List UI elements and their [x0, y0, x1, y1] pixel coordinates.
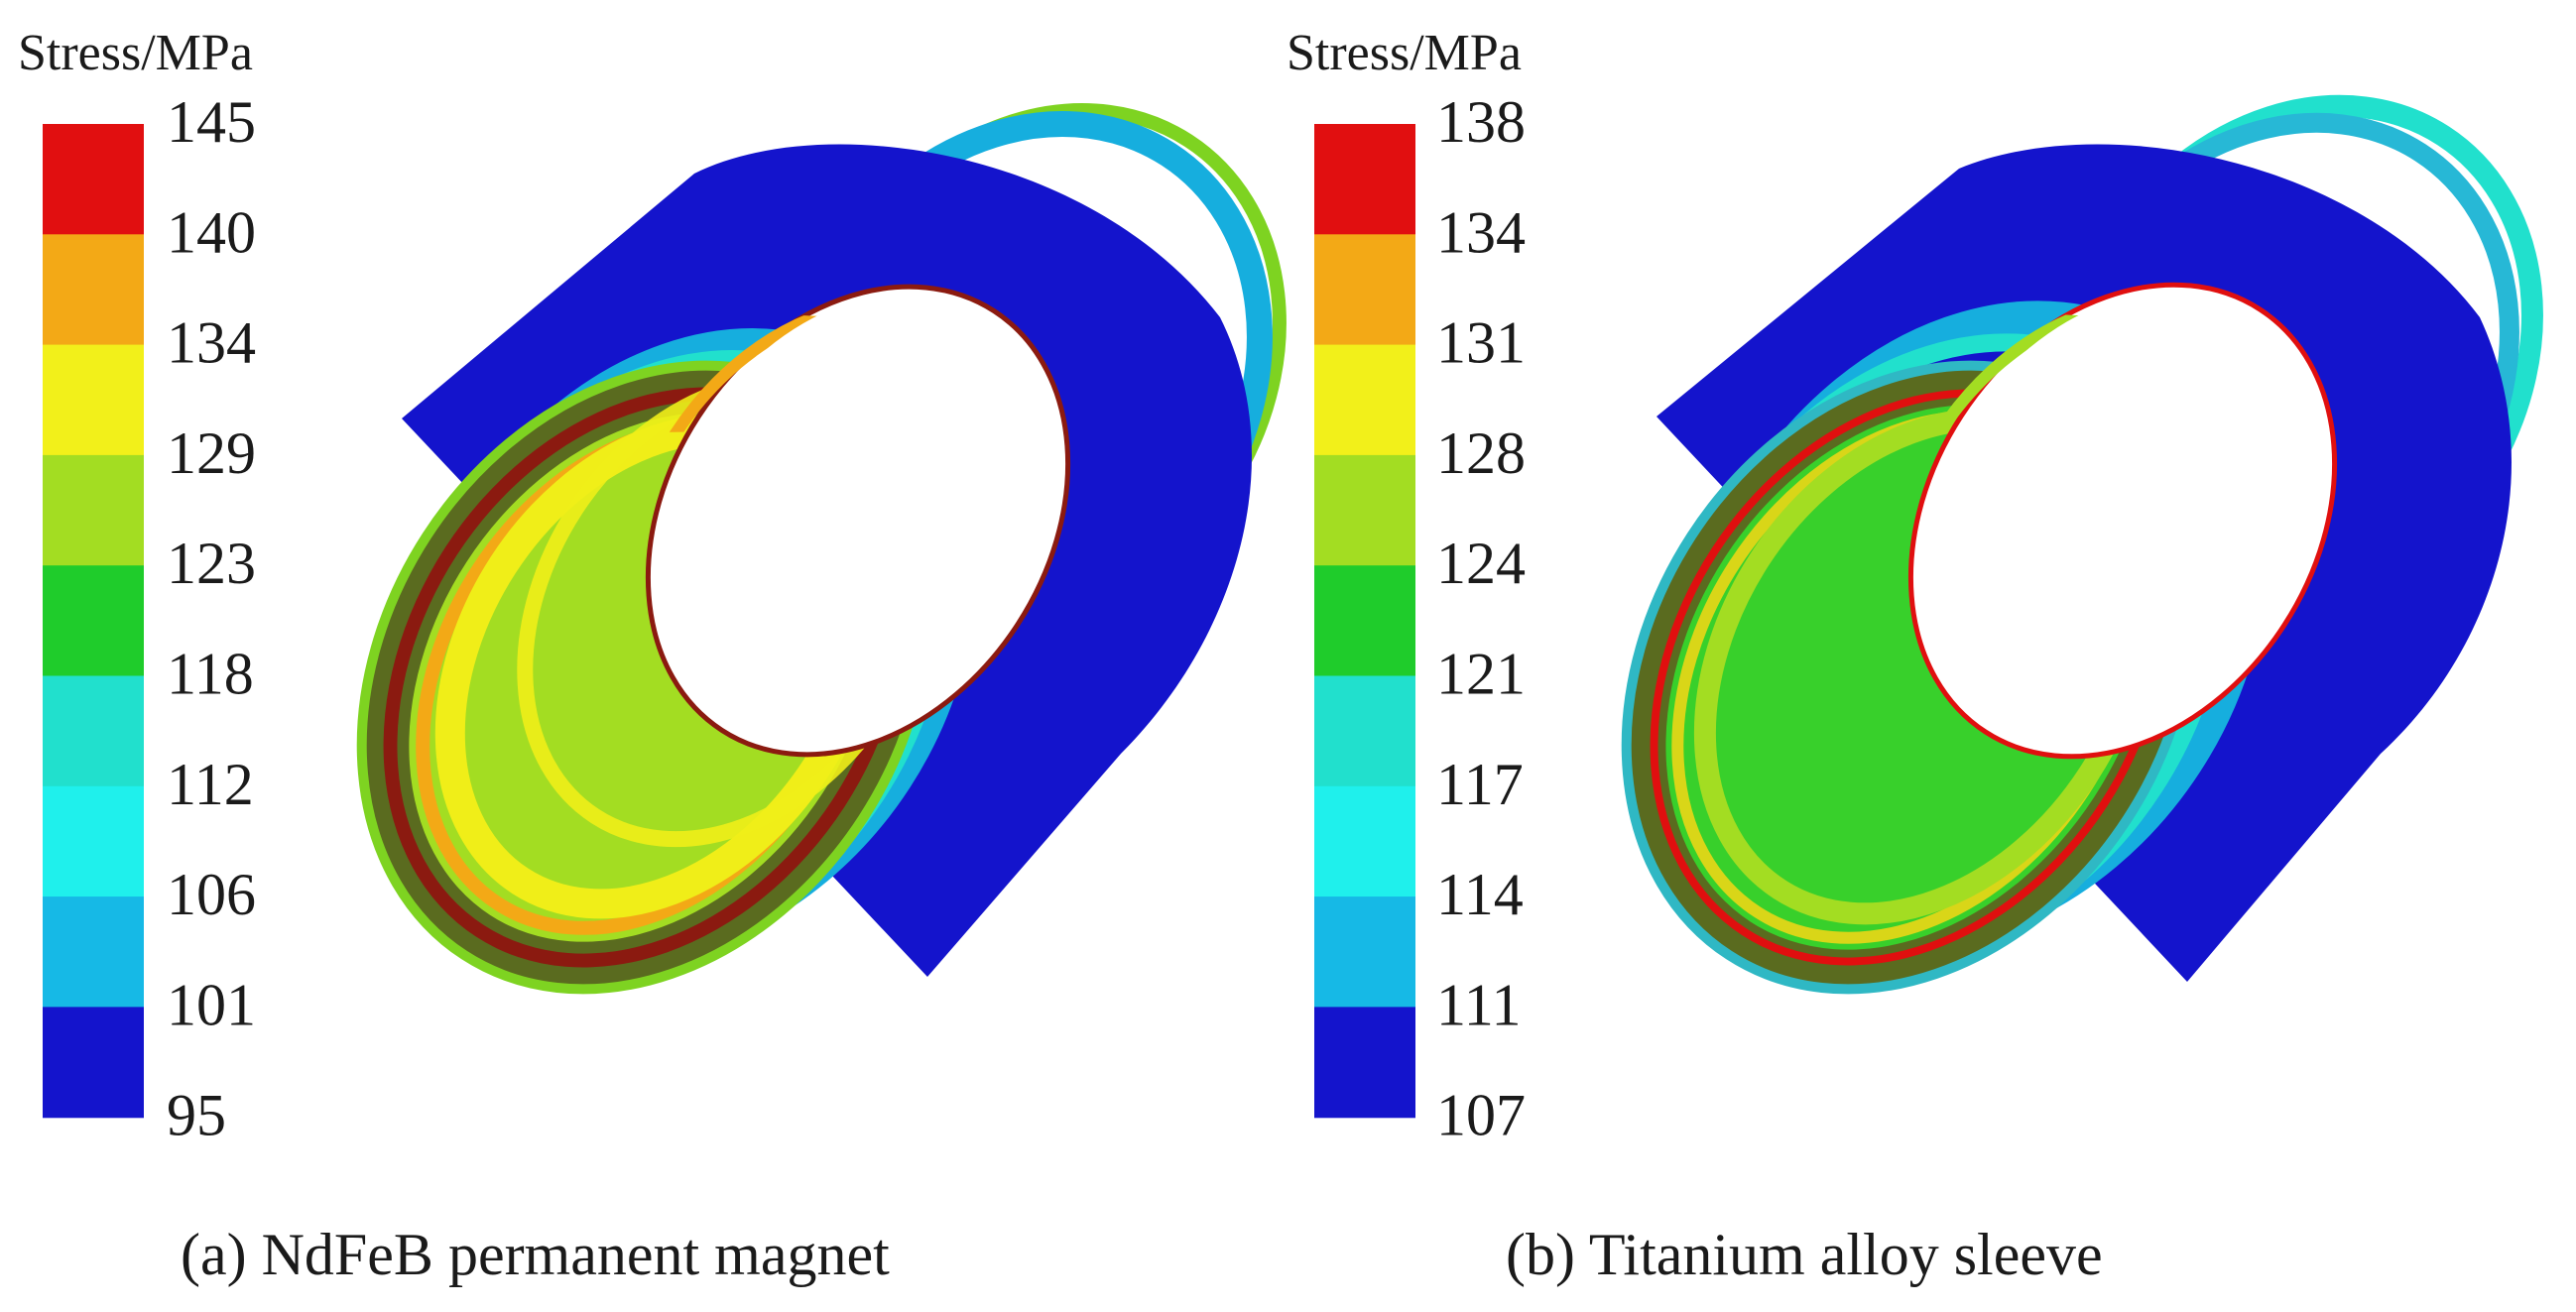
colorbar-tick-label: 140	[167, 199, 256, 265]
colorbar-b	[1314, 124, 1415, 1119]
colorbar-segment	[1314, 565, 1415, 677]
caption-a: (a) NdFeB permanent magnet	[181, 1222, 890, 1287]
colorbar-tick-label: 145	[167, 89, 256, 155]
colorbar-tick-label: 138	[1436, 89, 1526, 155]
colorbar-segment	[43, 454, 144, 566]
colorbar-segment	[43, 344, 144, 456]
colorbar-segment	[1314, 234, 1415, 346]
colorbar-tick-label: 117	[1436, 752, 1524, 817]
legend-title-b: Stress/MPa	[1287, 25, 1522, 81]
colorbar-labels-b: 138 134 131 128 124 121 117 114 111 107	[1436, 89, 1526, 1148]
panel-b: Stress/MPa 138 134 131 128 124 121 117 114 111 10…	[1287, 25, 2543, 1287]
colorbar-tick-label: 107	[1436, 1083, 1526, 1148]
colorbar-segment	[1314, 124, 1415, 235]
colorbar-segment	[43, 675, 144, 787]
colorbar-segment	[43, 896, 144, 1008]
colorbar-labels-a: 145 140 134 129 123 118 112 106 101 95	[167, 89, 256, 1148]
legend-title-a: Stress/MPa	[18, 25, 253, 81]
colorbar-tick-label: 129	[167, 420, 256, 486]
panel-a: Stress/MPa 145 140 134 129 123 118 112 106 101 95	[18, 25, 1287, 1287]
colorbar-segment	[43, 565, 144, 677]
colorbar-segment	[1314, 344, 1415, 456]
colorbar-tick-label: 118	[167, 642, 254, 707]
colorbar-tick-label: 111	[1436, 972, 1522, 1037]
hollow	[1916, 291, 2329, 751]
colorbar-a	[43, 124, 144, 1119]
colorbar-segment	[1314, 1007, 1415, 1119]
colorbar-segment	[43, 785, 144, 897]
colorbar-tick-label: 128	[1436, 420, 1526, 486]
colorbar-tick-label: 121	[1436, 642, 1526, 707]
caption-b: (b) Titanium alloy sleeve	[1506, 1222, 2103, 1287]
colorbar-tick-label: 101	[167, 972, 256, 1037]
colorbar-tick-label: 134	[1436, 199, 1526, 265]
colorbar-tick-label: 124	[1436, 531, 1526, 596]
colorbar-tick-label: 95	[167, 1083, 226, 1148]
colorbar-segment	[1314, 675, 1415, 787]
colorbar-tick-label: 134	[167, 310, 256, 376]
colorbar-segment	[43, 1007, 144, 1119]
sleeve-ring	[1621, 94, 2543, 995]
colorbar-tick-label: 131	[1436, 310, 1526, 376]
colorbar-segment	[1314, 785, 1415, 897]
colorbar-segment	[1314, 896, 1415, 1008]
magnet-ring	[356, 103, 1287, 995]
colorbar-tick-label: 112	[167, 752, 254, 817]
colorbar-segment	[1314, 454, 1415, 566]
colorbar-tick-label: 114	[1436, 862, 1524, 927]
hollow	[654, 293, 1062, 749]
colorbar-tick-label: 123	[167, 531, 256, 596]
colorbar-segment	[43, 124, 144, 235]
colorbar-segment	[43, 234, 144, 346]
colorbar-tick-label: 106	[167, 862, 256, 927]
